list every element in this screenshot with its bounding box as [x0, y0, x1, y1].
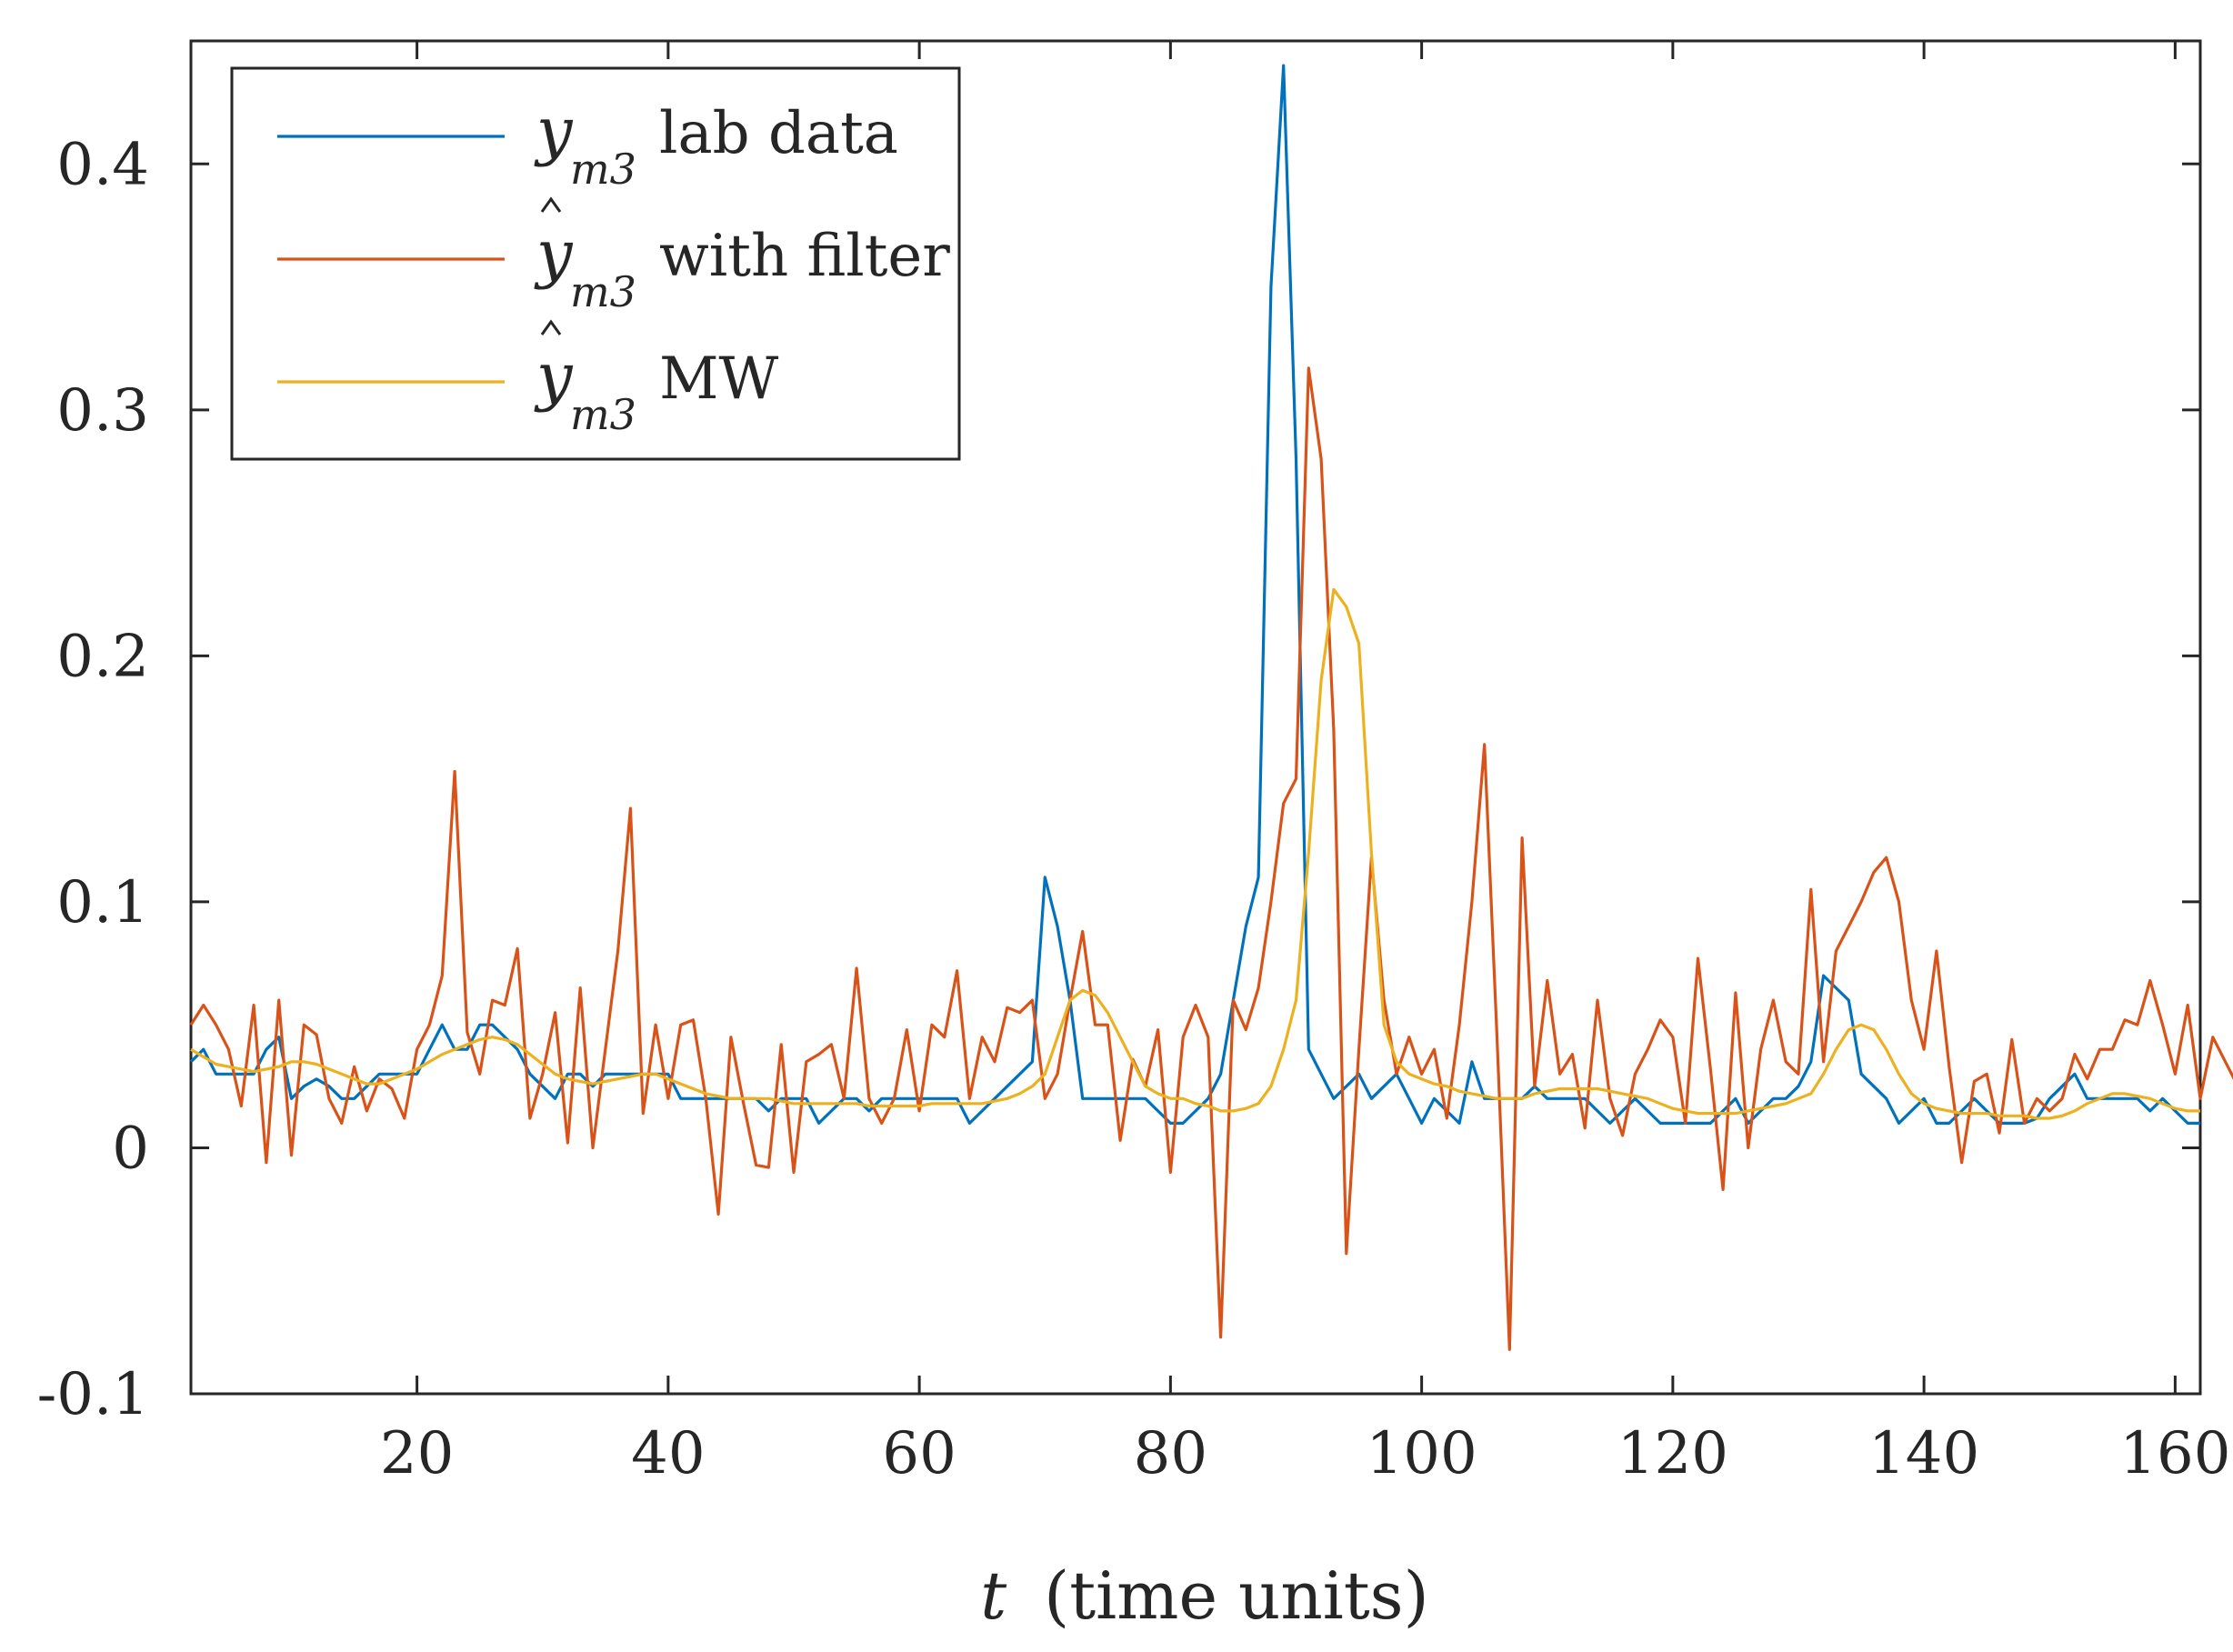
x-axis-label-variable: t: [980, 1557, 1007, 1634]
x-tick-label: 20: [380, 1420, 454, 1487]
legend-box: [230, 66, 961, 461]
svg-text:t (time units): t (time units): [980, 1557, 1428, 1634]
y-tick-label: 0.2: [56, 623, 149, 690]
y-tick-label: -0.1: [37, 1361, 149, 1428]
y-tick-label: 0.3: [56, 377, 149, 445]
legend-subscript: m3: [570, 390, 636, 439]
x-tick-label: 60: [882, 1420, 956, 1487]
ticks-layer: 20 40 60 80 100 120 140 160 -0.1 0 0.1 0.2 0.3 0.4: [37, 41, 2230, 1487]
y-tick-label: 0: [112, 1115, 149, 1182]
x-axis-label: t (time units): [980, 1557, 1428, 1634]
x-tick-label: 40: [631, 1420, 705, 1487]
legend-label: MW: [659, 345, 779, 413]
legend-subscript: m3: [570, 267, 636, 316]
series-line-3: [190, 587, 2200, 1120]
legend-entry-2: ym3 with filter: [277, 196, 950, 316]
series-line-2: [189, 366, 2233, 1351]
series-layer: [189, 64, 2233, 1351]
legend-entry-1: ym3 lab data: [277, 94, 898, 194]
x-axis-label-units: (time units): [1044, 1557, 1429, 1634]
hat-accent-icon: [540, 196, 562, 213]
y-tick-label: 0.4: [56, 131, 149, 198]
legend-label: with filter: [659, 223, 950, 290]
x-tick-label: 140: [1868, 1420, 1979, 1487]
x-tick-label: 80: [1134, 1420, 1207, 1487]
legend-symbol: y: [534, 94, 574, 168]
x-tick-label: 120: [1617, 1420, 1728, 1487]
x-tick-label: 100: [1367, 1420, 1477, 1487]
x-tick-label: 160: [2119, 1420, 2230, 1487]
y-tick-label: 0.1: [56, 869, 149, 936]
hat-accent-icon: [540, 319, 562, 335]
legend-symbol: y: [534, 339, 574, 414]
legend-symbol: y: [534, 216, 574, 291]
legend-entry-3: ym3 MW: [277, 319, 779, 439]
legend-subscript: m3: [570, 145, 636, 194]
legend-label: lab data: [659, 100, 898, 167]
